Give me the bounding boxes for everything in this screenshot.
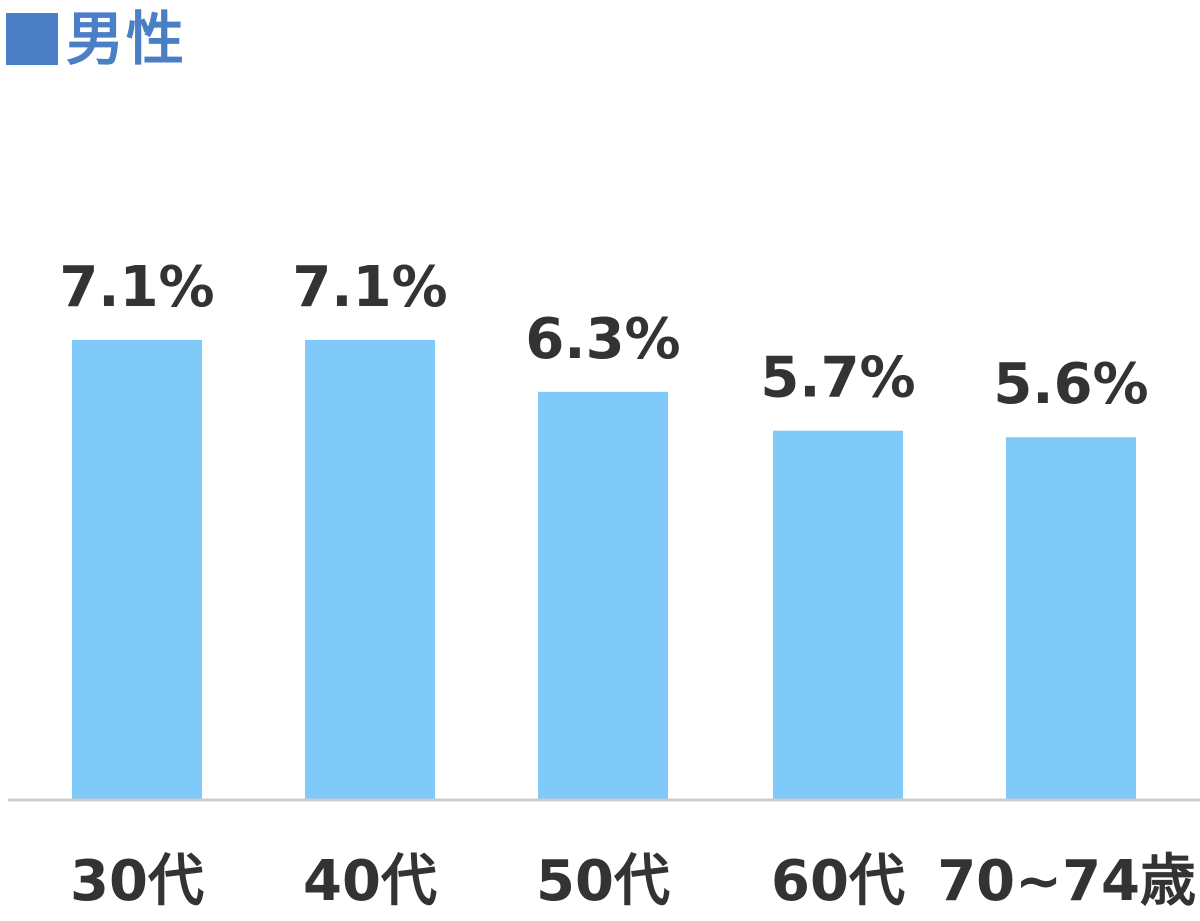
bar-value-label-0: 7.1%	[59, 255, 214, 320]
x-tick-label-2: 50代	[536, 849, 670, 914]
bar-value-label-1: 7.1%	[292, 255, 447, 320]
bar-0	[72, 340, 202, 800]
bars	[72, 340, 1136, 800]
bar-value-label-4: 5.6%	[993, 352, 1148, 417]
x-tick-label-0: 30代	[70, 849, 204, 914]
x-tick-label-3: 60代	[771, 849, 905, 914]
bar-value-label-3: 5.7%	[760, 346, 915, 411]
chart-title: 男性	[6, 4, 186, 74]
x-tick-labels: 30代 40代 50代 60代 70~74歳	[70, 849, 1196, 914]
bar-4	[1006, 437, 1136, 800]
chart-title-text: 男性	[66, 5, 187, 73]
x-tick-label-4: 70~74歳	[937, 849, 1196, 914]
bar-1	[305, 340, 435, 800]
title-square-icon	[6, 13, 58, 65]
bar-value-label-2: 6.3%	[525, 307, 680, 372]
bar-2	[538, 391, 668, 800]
value-labels: 7.1% 7.1% 6.3% 5.7% 5.6%	[59, 255, 1148, 417]
x-tick-label-1: 40代	[303, 849, 437, 914]
bar-3	[773, 430, 903, 800]
